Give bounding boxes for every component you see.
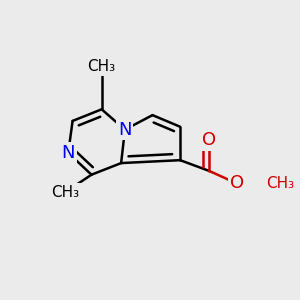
Text: CH₃: CH₃ (88, 59, 116, 74)
Text: N: N (61, 144, 75, 162)
Text: O: O (230, 174, 244, 192)
Text: O: O (202, 131, 216, 149)
Text: CH₃: CH₃ (51, 184, 80, 200)
Text: CH₃: CH₃ (266, 176, 294, 191)
Text: N: N (118, 121, 132, 139)
